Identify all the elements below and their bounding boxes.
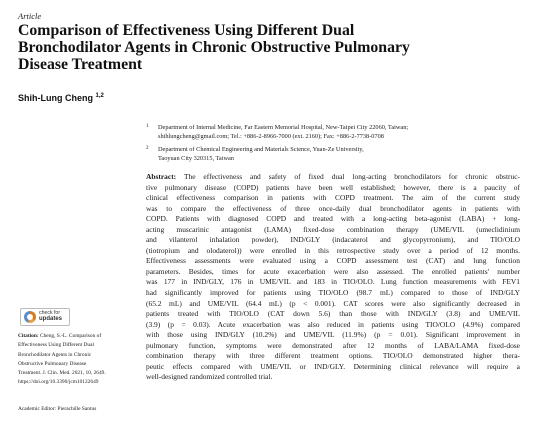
citation-line: Bronchodilator Agents in Chronic bbox=[18, 351, 92, 358]
citation-line: Citation: Cheng, S.-L. Comparison of bbox=[18, 332, 136, 341]
updates-text: check for updates bbox=[39, 311, 62, 322]
academic-editor: Academic Editor: Pierachille Santus bbox=[18, 406, 97, 412]
abstract-line: tive pulmonary disease (COPD) patients h… bbox=[146, 182, 520, 192]
abstract-line: (3.9) (p = 0.03). Acute exacerbation was… bbox=[146, 319, 520, 329]
title-line: Bronchodilator Agents in Chronic Obstruc… bbox=[18, 39, 410, 56]
affiliation-line: Department of Chemical Engineering and M… bbox=[158, 146, 364, 153]
abstract-line: was 177 in IND/GLY, 176 in UME/VIL and 1… bbox=[146, 277, 520, 287]
abstract-line: Effectiveness assessments were evaluated… bbox=[146, 256, 520, 266]
abstract-line: well-designed randomized controlled tria… bbox=[146, 372, 273, 382]
affiliation-item: 2 Department of Chemical Engineering and… bbox=[146, 145, 506, 163]
abstract-line: had significantly improved for patients … bbox=[146, 288, 520, 298]
affiliation-line[interactable]: shihlungcheng@gmail.com; Tel.: +886-2-89… bbox=[158, 133, 384, 140]
affiliation-number: 2 bbox=[146, 146, 149, 151]
abstract-line: and vilanterol inhalation powder), IND/G… bbox=[146, 235, 520, 245]
abstract-line: peutic effects compared with UME/VIL or … bbox=[146, 361, 520, 371]
author-name[interactable]: Shih-Lung Cheng bbox=[18, 93, 93, 103]
updates-line2: updates bbox=[39, 316, 63, 322]
article-type-label: Article bbox=[18, 11, 42, 21]
author[interactable]: Shih-Lung Cheng 1,2 bbox=[18, 93, 104, 103]
author-affil-marks: 1,2 bbox=[95, 93, 104, 99]
citation-line: Effectiveness Using Different Dual bbox=[18, 342, 94, 349]
article-title: Comparison of Effectiveness Using Differ… bbox=[18, 22, 518, 73]
abstract-line: acting muscarinic antagonist (LAMA) fixe… bbox=[146, 224, 520, 234]
abstract-label: Abstract: bbox=[146, 172, 177, 181]
abstract-line: (65.2 mL) and UME/VIL (64.4 mL) (p < 0.0… bbox=[146, 298, 520, 308]
check-for-updates-button[interactable]: check for updates bbox=[20, 308, 70, 326]
abstract-line: COPD. Patients with diagnosed COPD and t… bbox=[146, 214, 520, 224]
title-line: Comparison of Effectiveness Using Differ… bbox=[18, 22, 355, 39]
abstract-line: with those using IND/GLY (10.2%) and UME… bbox=[146, 330, 520, 340]
abstract-line: pulmonary function, symptoms were demons… bbox=[146, 340, 520, 350]
updates-icon bbox=[24, 311, 36, 323]
citation-line-text: Cheng, S.-L. Comparison of bbox=[38, 333, 102, 339]
abstract-line: was to compare the effectiveness of thre… bbox=[146, 203, 520, 213]
title-line: Disease Treatment bbox=[18, 56, 143, 73]
affiliation-number: 1 bbox=[146, 124, 149, 129]
citation-block: Citation: Cheng, S.-L. Comparison of Eff… bbox=[18, 332, 136, 388]
abstract-line: parameters. Besides, times for acute exa… bbox=[146, 266, 520, 276]
abstract: Abstract: The effectiveness and safety o… bbox=[146, 172, 520, 383]
affiliation-line: Taoyuan City 320315, Taiwan bbox=[158, 155, 234, 162]
abstract-line-text: The effectiveness and safety of fixed du… bbox=[176, 172, 520, 181]
citation-doi-link[interactable]: https://doi.org/10.3390/jcm10122649 bbox=[18, 379, 99, 386]
affiliation-line: Department of Internal Medicine, Far Eas… bbox=[158, 124, 409, 131]
citation-line: Obstructive Pulmonary Disease bbox=[18, 360, 87, 367]
abstract-line: clinical effectiveness comparison in pat… bbox=[146, 193, 520, 203]
abstract-line: combination therapy with three different… bbox=[146, 351, 520, 361]
updates-line1: check for bbox=[39, 310, 61, 317]
abstract-line: Abstract: The effectiveness and safety o… bbox=[146, 172, 520, 183]
citation-label: Citation: bbox=[18, 333, 39, 339]
affiliations: 1 Department of Internal Medicine, Far E… bbox=[146, 123, 506, 167]
abstract-line: (tiotropium and olodaterol)) were enroll… bbox=[146, 245, 520, 255]
abstract-line: patients treated with TIO/OLO (CAT down … bbox=[146, 309, 520, 319]
affiliation-item: 1 Department of Internal Medicine, Far E… bbox=[146, 123, 506, 141]
citation-line: Treatment. J. Clin. Med. 2021, 10, 2649. bbox=[18, 370, 106, 377]
